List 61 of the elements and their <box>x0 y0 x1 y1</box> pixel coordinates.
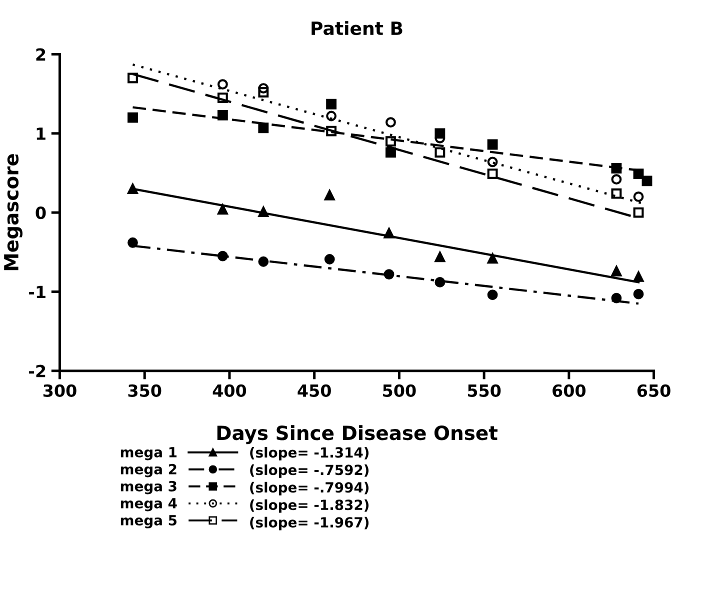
point <box>487 168 498 179</box>
legend-label: mega 2 <box>120 464 176 478</box>
text: (slope= -1.967) <box>250 516 369 530</box>
x-tick-label: 550 <box>468 384 501 397</box>
point <box>434 252 446 262</box>
legend-label: mega 4 <box>120 498 177 512</box>
chart-title: Patient B <box>312 21 402 36</box>
point <box>326 110 337 122</box>
point <box>633 288 644 300</box>
point <box>633 207 644 218</box>
legend-label: mega 1 <box>120 447 177 460</box>
point <box>487 253 498 264</box>
x-tick-label: 450 <box>298 384 331 397</box>
point <box>128 72 138 84</box>
point <box>258 256 269 267</box>
point <box>386 117 396 128</box>
y-tick-label: 1 <box>36 128 46 140</box>
x-tick-label: 400 <box>212 384 246 397</box>
point <box>324 190 335 200</box>
point <box>642 176 652 186</box>
point <box>217 204 228 215</box>
point <box>633 271 644 282</box>
text: (slope= -1.314) <box>250 446 369 460</box>
point <box>128 237 138 248</box>
point <box>487 139 498 150</box>
y-axis-title: Megascore <box>4 154 22 270</box>
x-tick-label: 600 <box>552 384 586 397</box>
y-tick-label: -1 <box>28 286 46 298</box>
point <box>128 112 138 123</box>
point <box>258 87 269 98</box>
text: (slope= -.7994) <box>250 482 369 496</box>
point <box>258 122 269 134</box>
point <box>434 276 446 288</box>
point <box>611 266 622 276</box>
y-tick-label: 2 <box>36 48 46 61</box>
legend-label: mega 5 <box>120 515 177 528</box>
point <box>217 250 228 262</box>
y-tick-label: 0 <box>36 206 46 220</box>
point <box>386 147 396 158</box>
point <box>487 156 498 168</box>
point <box>217 92 228 104</box>
y-tick-label: -2 <box>28 364 46 378</box>
point <box>611 188 622 199</box>
x-axis-title: Days Since Disease Onset <box>217 425 498 444</box>
x-tick-label: 300 <box>43 384 76 397</box>
point <box>324 254 335 264</box>
point <box>326 98 337 110</box>
legend-label: mega 3 <box>120 480 176 494</box>
point <box>386 136 396 147</box>
point <box>633 192 644 202</box>
point <box>326 126 337 136</box>
text: (slope= -1.832) <box>250 499 369 513</box>
point <box>434 147 446 158</box>
point <box>487 290 498 300</box>
point <box>611 174 622 185</box>
point <box>258 83 269 94</box>
x-tick-label: 650 <box>637 384 670 397</box>
x-tick-label: 500 <box>383 384 416 397</box>
x-tick-label: 350 <box>128 384 162 397</box>
text: (slope= -.7592) <box>250 464 369 478</box>
point <box>217 79 228 90</box>
